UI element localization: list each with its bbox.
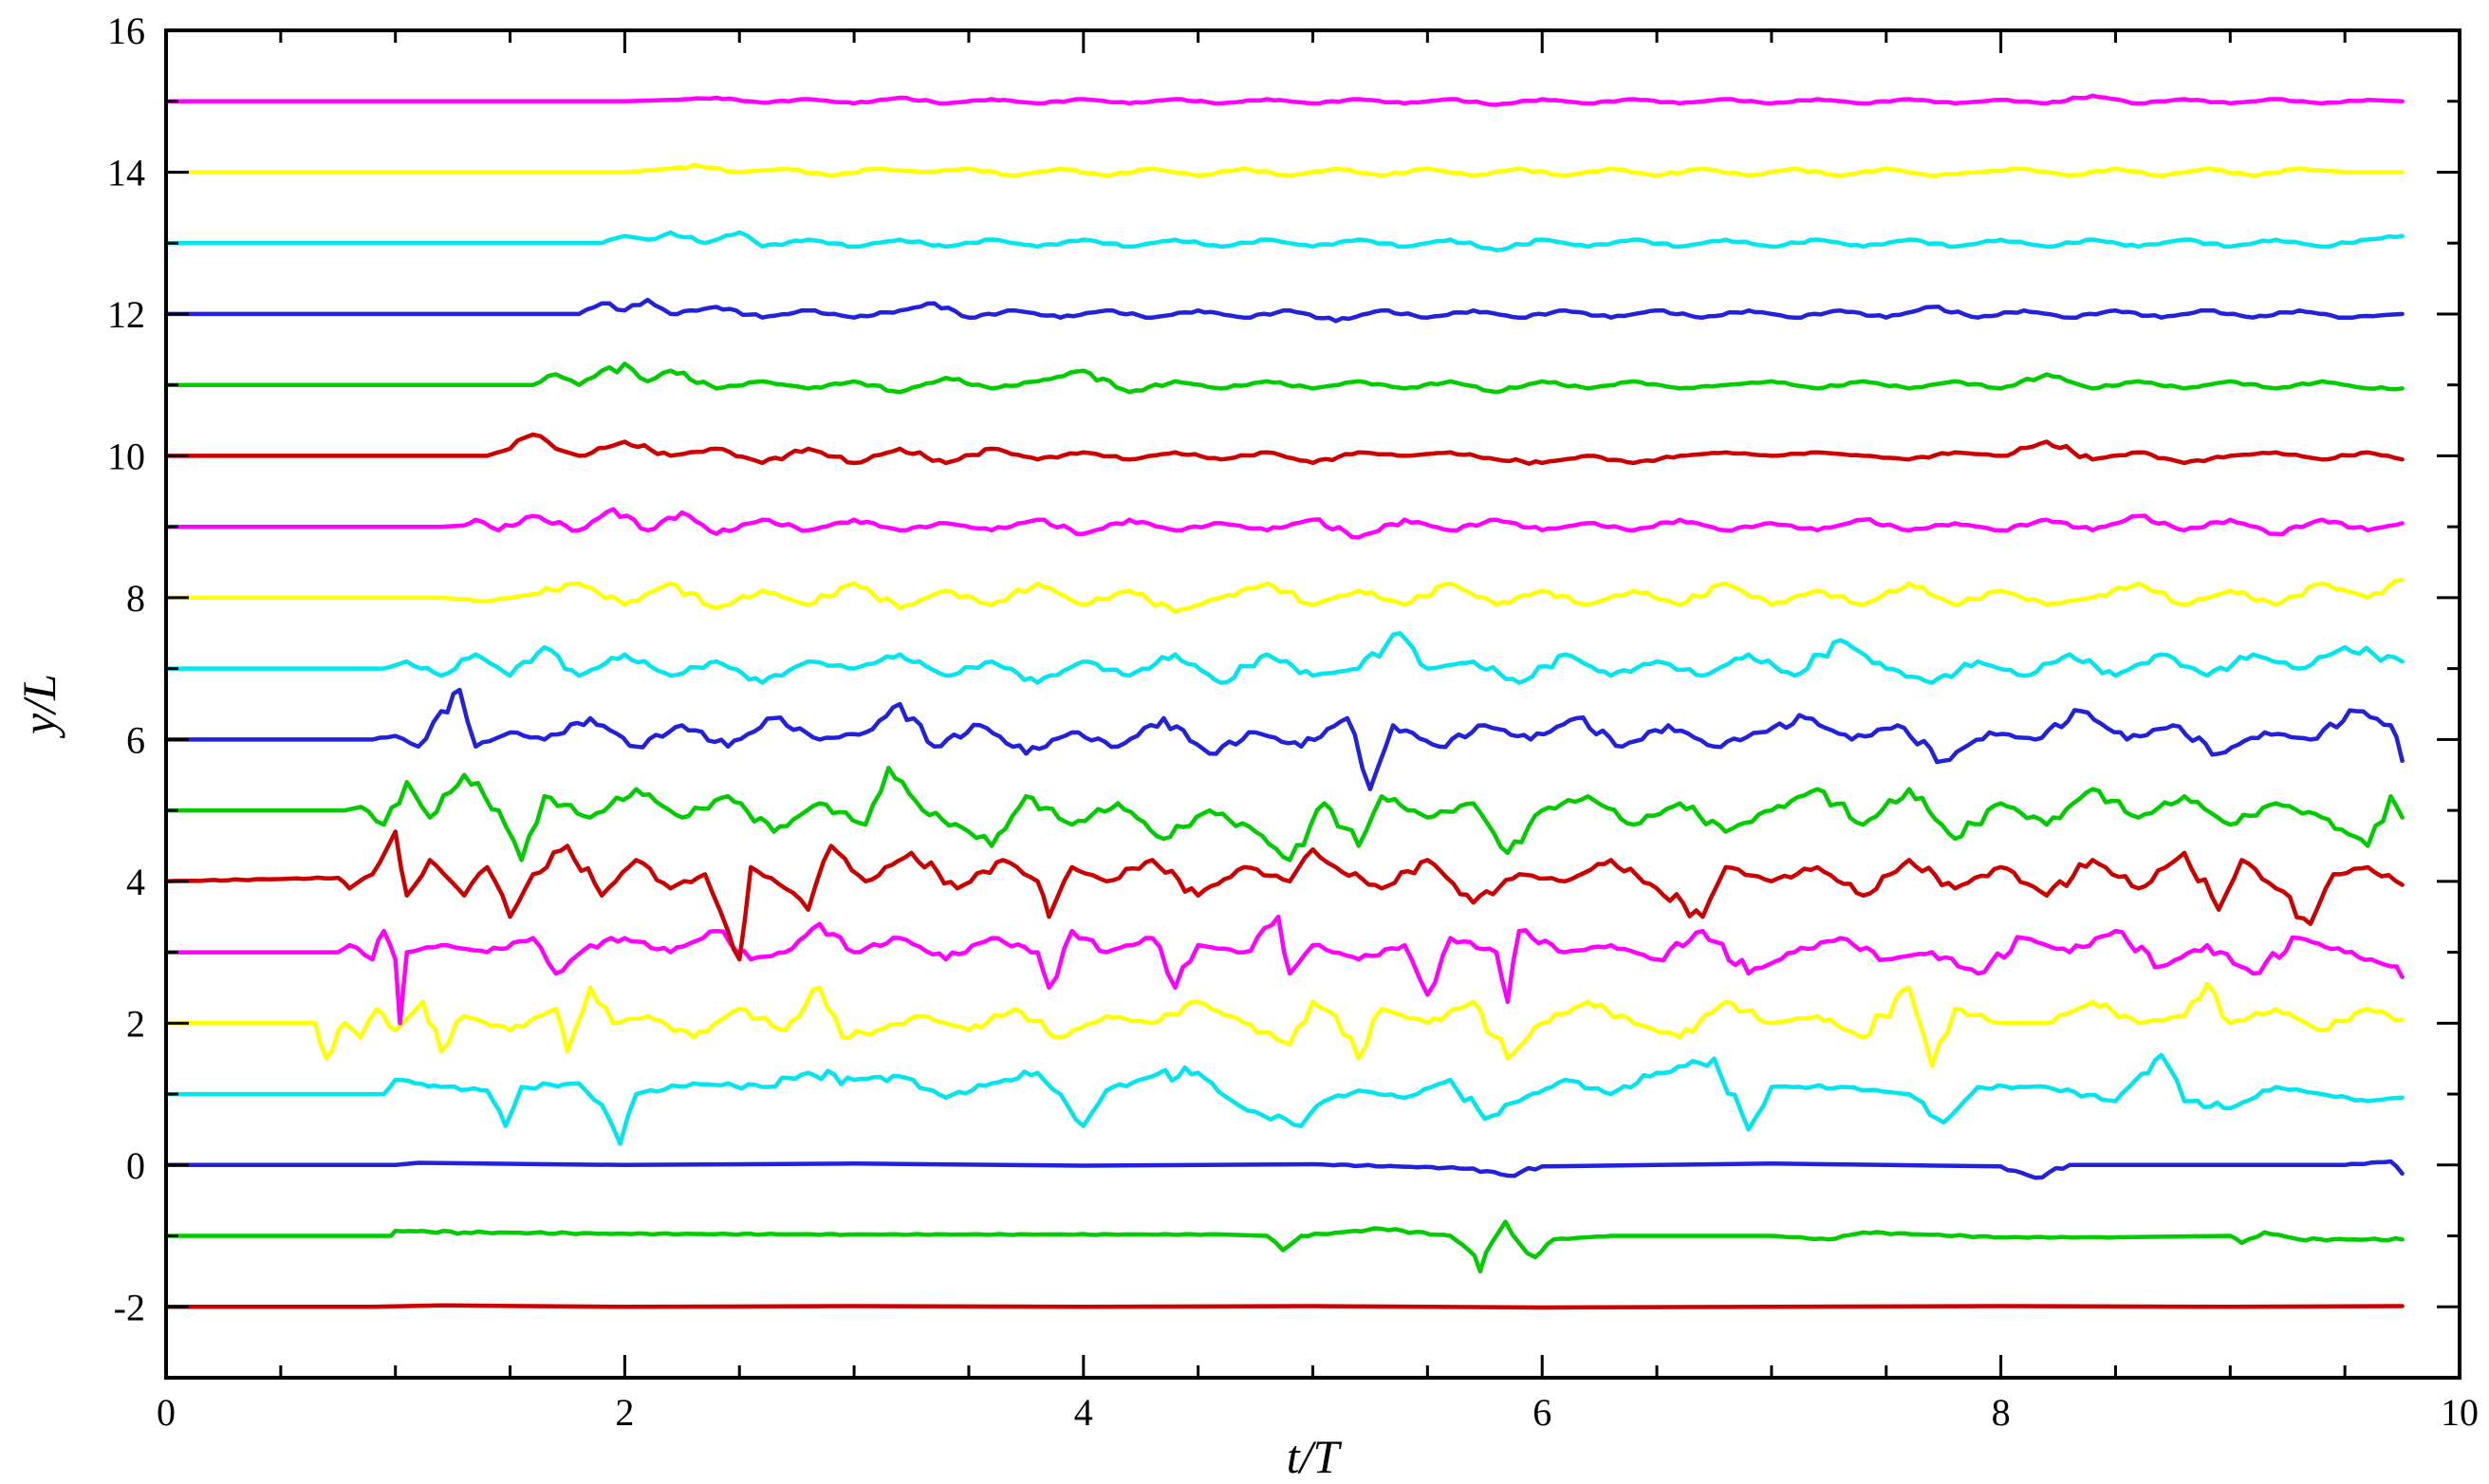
y-tick-label: 6: [126, 718, 145, 761]
series-line-2: [163, 1159, 2405, 1180]
series-line-6: [163, 829, 2405, 962]
series-line-11: [163, 507, 2405, 540]
series-line-12: [163, 432, 2405, 466]
y-tick-label: 8: [126, 577, 145, 620]
axes: 0 2 4 6 8 10 -2 0 2 4 6 8 10 12 14 16: [107, 9, 2479, 1434]
y-tick-label: 2: [126, 1002, 145, 1045]
x-tick-label: 10: [2441, 1391, 2479, 1434]
y-tick-label: -2: [114, 1286, 145, 1328]
y-tick-label: 10: [107, 435, 145, 477]
x-tick-label: 0: [157, 1391, 176, 1434]
y-tick-label: 12: [107, 293, 145, 336]
x-tick-label: 2: [615, 1391, 634, 1434]
series-line-13: [163, 362, 2405, 395]
y-axis-label: y/L: [12, 674, 65, 739]
series-line-3: [163, 1052, 2405, 1146]
y-tick-label: 4: [126, 861, 145, 903]
axis-labels: t/T y/L: [12, 674, 1343, 1483]
series-line-14: [163, 297, 2405, 324]
y-tick-label: 14: [107, 151, 145, 194]
series-line-5: [163, 914, 2405, 1026]
series-line-9: [163, 631, 2405, 685]
series-line-15: [163, 230, 2405, 252]
y-tick-label: 0: [126, 1144, 145, 1187]
series-line-4: [163, 981, 2405, 1068]
series-line-1: [163, 1219, 2405, 1274]
series-line-17: [163, 93, 2405, 107]
series-line-16: [163, 162, 2405, 178]
series-line-0: [163, 1303, 2405, 1310]
series-line-8: [163, 687, 2405, 791]
x-tick-label: 6: [1532, 1391, 1551, 1434]
x-tick-label: 4: [1074, 1391, 1093, 1434]
series-line-7: [163, 766, 2405, 863]
y-tick-label: 16: [107, 9, 145, 52]
series-line-10: [163, 577, 2405, 615]
plot-frame: [164, 28, 2461, 1380]
series-layer: [163, 93, 2405, 1310]
x-axis-label: t/T: [1287, 1430, 1343, 1479]
x-tick-label: 8: [1992, 1391, 2011, 1434]
